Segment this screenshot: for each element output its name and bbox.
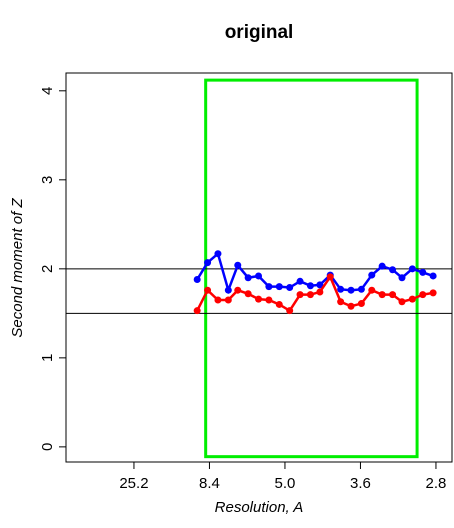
point xyxy=(357,285,365,293)
point xyxy=(357,300,365,308)
point xyxy=(408,295,416,303)
point xyxy=(244,274,252,282)
point xyxy=(419,291,427,299)
point xyxy=(204,259,212,267)
point xyxy=(265,283,273,291)
y-tick-label: 2 xyxy=(39,265,56,273)
plot-frame xyxy=(65,72,453,463)
point xyxy=(378,262,386,270)
point xyxy=(316,288,324,296)
point xyxy=(337,285,345,293)
point xyxy=(389,266,397,274)
point xyxy=(214,296,222,304)
chart-title: original xyxy=(225,22,294,43)
point xyxy=(378,291,386,299)
y-tick-label: 4 xyxy=(39,87,56,95)
point xyxy=(286,284,294,292)
point xyxy=(337,298,345,306)
point xyxy=(244,290,252,298)
point xyxy=(204,286,212,294)
x-tick-label: 25.2 xyxy=(119,475,148,492)
point xyxy=(429,289,437,297)
point xyxy=(193,307,201,315)
point xyxy=(347,302,355,310)
point xyxy=(255,295,263,303)
point xyxy=(306,291,314,299)
point xyxy=(234,261,242,269)
point xyxy=(347,286,355,294)
point xyxy=(389,291,397,299)
point xyxy=(193,276,201,284)
point xyxy=(275,300,283,308)
point xyxy=(275,283,283,291)
point xyxy=(286,307,294,315)
point xyxy=(419,268,427,276)
point xyxy=(296,291,304,299)
point xyxy=(255,272,263,280)
point xyxy=(398,274,406,282)
point xyxy=(326,273,334,281)
point xyxy=(296,277,304,285)
point xyxy=(368,286,376,294)
point xyxy=(234,286,242,294)
point xyxy=(398,298,406,306)
y-tick-label: 3 xyxy=(39,176,56,184)
point xyxy=(408,265,416,273)
x-tick-label: 5.0 xyxy=(275,475,296,492)
point xyxy=(214,250,222,258)
point xyxy=(224,296,232,304)
point xyxy=(306,282,314,290)
y-tick-label: 0 xyxy=(39,443,56,451)
x-tick-label: 2.8 xyxy=(426,475,447,492)
point xyxy=(429,272,437,280)
series-line xyxy=(196,251,434,295)
x-tick-label: 8.4 xyxy=(199,475,220,492)
x-axis-label: Resolution, A xyxy=(215,499,304,516)
point xyxy=(224,286,232,294)
y-tick-label: 1 xyxy=(39,354,56,362)
point xyxy=(316,281,324,289)
x-tick-label: 3.6 xyxy=(350,475,371,492)
point xyxy=(368,271,376,279)
point xyxy=(265,296,273,304)
y-axis-label: Second moment of Z xyxy=(9,198,26,338)
